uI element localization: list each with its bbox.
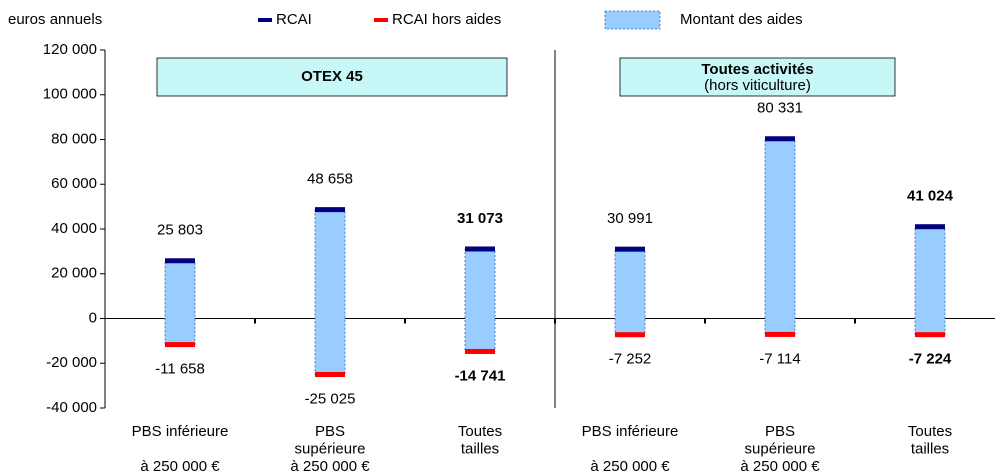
x-tick-label: PBS	[315, 423, 345, 440]
data-label: -7 224	[909, 351, 952, 368]
rcai-hors-aides-marker	[165, 342, 195, 348]
y-tick-label: 120 000	[43, 41, 97, 58]
data-label: 41 024	[907, 188, 954, 205]
data-label: 48 658	[307, 171, 353, 188]
panel-title: Toutes activités	[701, 61, 813, 78]
x-tick-label: PBS	[765, 423, 795, 440]
panel-subtitle: (hors viticulture)	[704, 77, 811, 94]
data-label: -7 252	[609, 351, 652, 368]
legend-label: RCAI hors aides	[392, 11, 501, 28]
aid-bar	[464, 248, 496, 352]
x-tick-label: PBS inférieure	[582, 423, 679, 440]
x-tick-label: à 250 000 €	[140, 458, 220, 473]
legend-swatch	[374, 18, 388, 22]
rcai-marker	[315, 207, 345, 213]
aid-bar	[914, 226, 946, 336]
data-label: -11 658	[155, 361, 205, 378]
data-label: 31 073	[457, 210, 503, 227]
aid-bar	[764, 138, 796, 335]
rcai-marker	[615, 246, 645, 252]
y-tick-label: -20 000	[46, 354, 97, 371]
data-label: 30 991	[607, 210, 653, 227]
rcai-marker	[915, 224, 945, 230]
panel-title: OTEX 45	[301, 68, 363, 85]
aid-bar	[314, 209, 346, 375]
rcai-hors-aides-marker	[315, 371, 345, 377]
y-tick-label: 100 000	[43, 86, 97, 103]
legend-label: Montant des aides	[680, 11, 803, 28]
rcai-hors-aides-marker	[915, 332, 945, 338]
x-tick-label: Toutes	[908, 423, 952, 440]
rcai-marker	[165, 258, 195, 264]
rcai-marker	[465, 246, 495, 252]
data-label: -25 025	[305, 390, 356, 407]
legend-swatch	[604, 10, 661, 30]
rcai-marker	[765, 136, 795, 142]
y-tick-label: 20 000	[51, 265, 97, 282]
x-tick-label: tailles	[911, 440, 949, 457]
y-tick-label: 60 000	[51, 175, 97, 192]
data-label: 25 803	[157, 222, 203, 239]
x-tick-label: à 250 000 €	[590, 458, 670, 473]
rcai-hors-aides-marker	[615, 332, 645, 338]
x-tick-label: PBS inférieure	[132, 423, 229, 440]
data-label: -7 114	[759, 350, 800, 367]
panel-box	[619, 57, 896, 97]
x-tick-label: Toutes	[458, 423, 502, 440]
legend-label: RCAI	[276, 11, 312, 28]
x-tick-label: à 250 000 €	[290, 458, 370, 473]
rcai-hors-aides-marker	[465, 348, 495, 354]
data-label: 80 331	[757, 100, 803, 117]
data-label: -14 741	[455, 367, 506, 384]
rcai-hors-aides-marker	[765, 331, 795, 337]
legend-swatch	[258, 18, 272, 22]
y-tick-label: 40 000	[51, 220, 97, 237]
x-tick-label: tailles	[461, 440, 499, 457]
y-tick-label: -40 000	[46, 399, 97, 416]
y-axis-label: euros annuels	[8, 11, 102, 28]
x-tick-label: à 250 000 €	[740, 458, 820, 473]
panel-box	[156, 57, 508, 97]
y-tick-label: 0	[89, 309, 97, 326]
y-tick-label: 80 000	[51, 130, 97, 147]
aid-bar	[614, 248, 646, 336]
x-tick-label: supérieure	[295, 440, 366, 457]
x-tick-label: supérieure	[745, 440, 816, 457]
aid-bar	[164, 260, 196, 345]
